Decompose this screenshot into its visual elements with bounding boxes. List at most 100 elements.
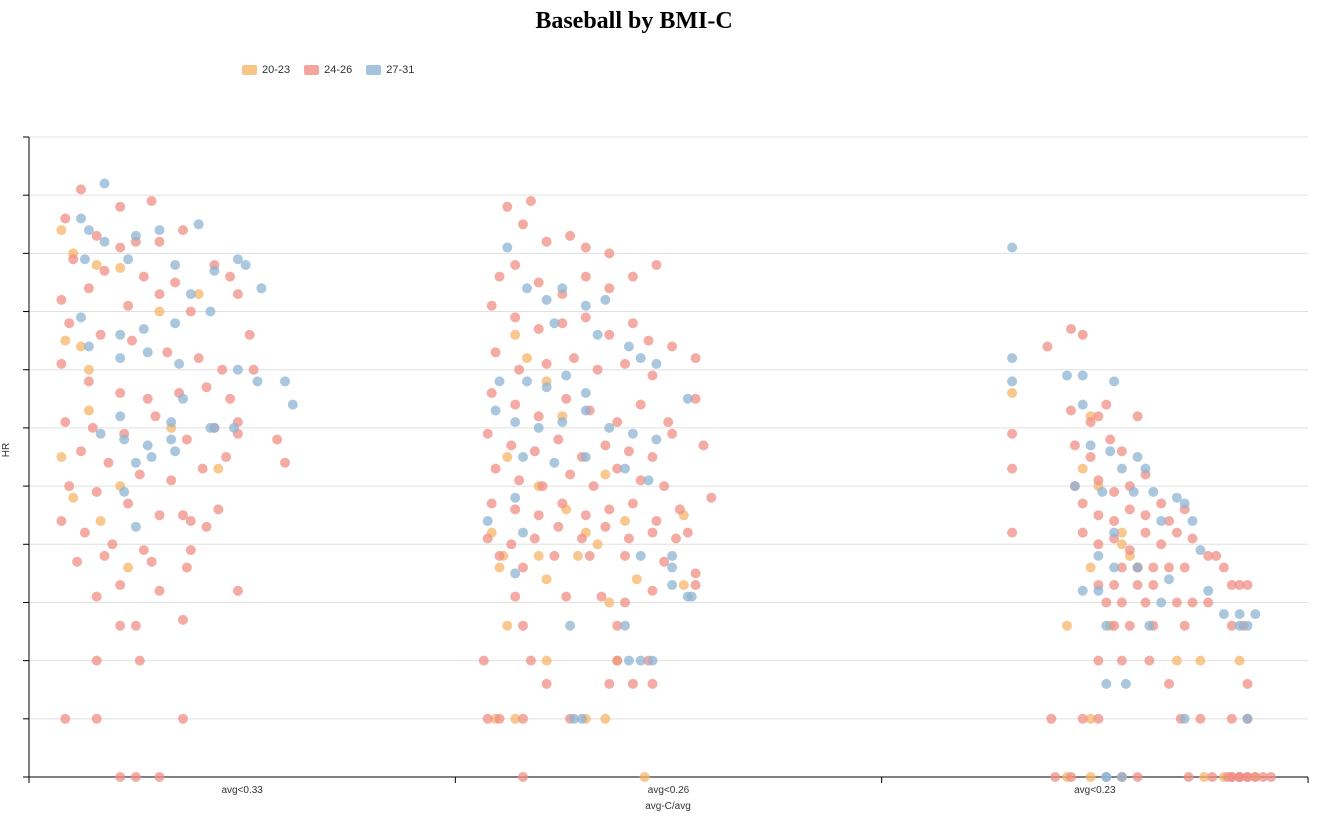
point-series-1[interactable] — [91, 713, 102, 724]
point-series-1[interactable] — [181, 562, 192, 573]
point-series-2[interactable] — [123, 254, 134, 265]
point-series-2[interactable] — [170, 260, 181, 270]
point-series-2[interactable] — [502, 242, 513, 253]
point-series-2[interactable] — [561, 370, 572, 381]
point-series-1[interactable] — [604, 283, 615, 294]
point-series-1[interactable] — [79, 527, 90, 538]
point-series-1[interactable] — [1007, 463, 1018, 474]
point-series-2[interactable] — [193, 219, 204, 230]
point-series-1[interactable] — [1187, 533, 1198, 544]
point-series-2[interactable] — [682, 393, 693, 404]
point-series-2[interactable] — [1109, 562, 1120, 573]
legend-item-2[interactable]: 27-31 — [366, 64, 414, 76]
point-series-2[interactable] — [651, 434, 662, 445]
point-series-0[interactable] — [1085, 772, 1096, 782]
point-series-1[interactable] — [154, 289, 165, 300]
point-series-1[interactable] — [627, 498, 638, 509]
point-series-1[interactable] — [201, 382, 212, 393]
point-series-1[interactable] — [549, 550, 560, 561]
point-series-2[interactable] — [1234, 609, 1245, 620]
point-series-1[interactable] — [482, 533, 493, 544]
point-series-1[interactable] — [541, 678, 552, 689]
point-series-1[interactable] — [213, 504, 224, 515]
point-series-1[interactable] — [490, 463, 501, 474]
point-series-1[interactable] — [643, 335, 654, 346]
point-series-1[interactable] — [1066, 405, 1076, 416]
point-series-2[interactable] — [83, 225, 94, 236]
point-series-1[interactable] — [482, 428, 493, 439]
point-series-1[interactable] — [604, 248, 615, 259]
point-series-1[interactable] — [1109, 620, 1120, 631]
point-series-1[interactable] — [690, 568, 701, 579]
point-series-2[interactable] — [1101, 678, 1112, 689]
point-series-2[interactable] — [1109, 527, 1120, 538]
point-series-2[interactable] — [287, 399, 298, 410]
point-series-2[interactable] — [1116, 772, 1127, 782]
point-series-1[interactable] — [659, 556, 670, 567]
point-series-2[interactable] — [170, 318, 181, 329]
point-series-0[interactable] — [83, 364, 94, 375]
point-series-1[interactable] — [99, 265, 110, 276]
point-series-1[interactable] — [510, 260, 521, 270]
point-series-2[interactable] — [667, 550, 678, 561]
point-series-1[interactable] — [580, 510, 591, 521]
point-series-1[interactable] — [1148, 562, 1159, 573]
point-series-1[interactable] — [1077, 329, 1088, 340]
point-series-1[interactable] — [1250, 772, 1261, 782]
point-series-2[interactable] — [1140, 463, 1151, 474]
point-series-1[interactable] — [620, 550, 630, 561]
point-series-2[interactable] — [1109, 376, 1120, 387]
point-series-1[interactable] — [1156, 498, 1167, 509]
point-series-1[interactable] — [1234, 772, 1245, 782]
point-series-2[interactable] — [541, 294, 552, 305]
point-series-1[interactable] — [1132, 772, 1143, 782]
point-series-1[interactable] — [635, 399, 646, 410]
point-series-2[interactable] — [580, 388, 591, 398]
point-series-1[interactable] — [95, 329, 106, 340]
point-series-2[interactable] — [252, 376, 263, 387]
point-series-1[interactable] — [154, 510, 165, 521]
point-series-1[interactable] — [76, 446, 86, 457]
point-series-2[interactable] — [209, 265, 220, 276]
point-series-1[interactable] — [201, 521, 212, 532]
point-series-2[interactable] — [1062, 370, 1072, 381]
point-series-1[interactable] — [1242, 772, 1253, 782]
point-series-1[interactable] — [232, 585, 243, 596]
point-series-1[interactable] — [1085, 452, 1096, 462]
point-series-2[interactable] — [510, 417, 521, 428]
point-series-1[interactable] — [486, 388, 497, 398]
point-series-2[interactable] — [627, 428, 638, 439]
point-series-2[interactable] — [1105, 446, 1116, 457]
point-series-1[interactable] — [60, 213, 71, 224]
point-series-0[interactable] — [56, 452, 67, 462]
point-series-2[interactable] — [643, 475, 654, 486]
point-series-1[interactable] — [217, 364, 228, 375]
point-series-0[interactable] — [1085, 562, 1096, 573]
point-series-1[interactable] — [1116, 562, 1127, 573]
point-series-1[interactable] — [1132, 411, 1143, 422]
point-series-1[interactable] — [1187, 597, 1198, 608]
point-series-1[interactable] — [166, 475, 177, 486]
point-series-1[interactable] — [1234, 580, 1245, 590]
point-series-1[interactable] — [612, 620, 623, 631]
point-series-2[interactable] — [232, 364, 243, 375]
point-series-1[interactable] — [494, 550, 505, 561]
point-series-1[interactable] — [72, 556, 83, 567]
point-series-2[interactable] — [170, 446, 181, 457]
point-series-1[interactable] — [1042, 341, 1053, 352]
point-series-2[interactable] — [115, 353, 126, 364]
point-series-1[interactable] — [56, 294, 67, 305]
point-series-0[interactable] — [1234, 655, 1245, 666]
point-series-1[interactable] — [91, 591, 102, 602]
point-series-1[interactable] — [1148, 580, 1159, 590]
point-series-1[interactable] — [115, 201, 126, 212]
point-series-1[interactable] — [1171, 597, 1182, 608]
point-series-1[interactable] — [83, 283, 94, 294]
point-series-2[interactable] — [119, 434, 130, 445]
point-series-1[interactable] — [623, 446, 634, 457]
point-series-1[interactable] — [612, 655, 623, 666]
point-series-2[interactable] — [620, 620, 630, 631]
point-series-1[interactable] — [510, 504, 521, 515]
point-series-1[interactable] — [604, 329, 615, 340]
point-series-2[interactable] — [667, 562, 678, 573]
